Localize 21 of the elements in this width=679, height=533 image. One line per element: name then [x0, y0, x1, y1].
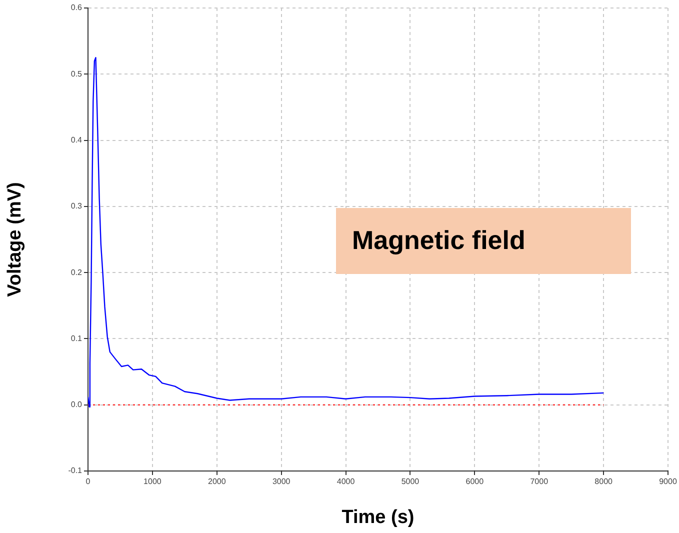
x-tick-label: 6000 [466, 477, 484, 486]
annotation: Magnetic field [352, 225, 526, 256]
y-tick-label: -0.1 [68, 466, 83, 476]
y-tick-label: 0.6 [70, 3, 83, 12]
x-tick-label: 3000 [272, 477, 291, 486]
y-tick-label: 0.5 [70, 69, 83, 78]
x-tick-label: 2000 [208, 477, 226, 486]
y-tick-label: 0.1 [70, 334, 83, 343]
x-tick-label: 9000 [659, 477, 678, 486]
x-tick-label: 4000 [336, 477, 356, 486]
x-tick-label: 0 [86, 477, 91, 486]
y-tick-label: 0.2 [70, 268, 83, 277]
y-tick-label: 0.3 [70, 202, 83, 211]
y-tick-label: 0.4 [70, 135, 83, 144]
x-tick-label: 7000 [530, 477, 549, 486]
x-tick-label: 5000 [401, 477, 420, 486]
x-tick-label: 8000 [594, 477, 614, 486]
x-axis-title: Time (s) [342, 506, 414, 528]
y-axis-title: Voltage (mV) [4, 182, 26, 297]
y-tick-label: 0.0 [70, 400, 83, 410]
x-tick-label: 1000 [144, 477, 162, 486]
